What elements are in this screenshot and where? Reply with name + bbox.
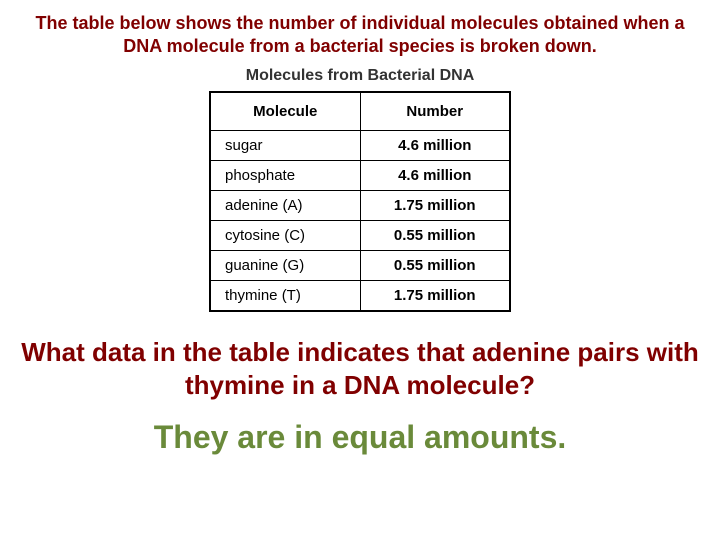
cell-molecule: sugar [210,131,360,161]
cell-number: 0.55 million [360,251,510,281]
table-row: sugar 4.6 million [210,131,510,161]
cell-molecule: cytosine (C) [210,221,360,251]
question-text: What data in the table indicates that ad… [20,336,700,401]
cell-number: 4.6 million [360,161,510,191]
cell-number: 0.55 million [360,221,510,251]
answer-text: They are in equal amounts. [154,419,567,456]
cell-molecule: adenine (A) [210,191,360,221]
table-row: phosphate 4.6 million [210,161,510,191]
intro-text: The table below shows the number of indi… [20,12,700,57]
molecules-table: Molecule Number sugar 4.6 million phosph… [209,91,511,312]
table-row: thymine (T) 1.75 million [210,281,510,312]
col-header-molecule: Molecule [210,92,360,131]
cell-number: 1.75 million [360,191,510,221]
cell-molecule: thymine (T) [210,281,360,312]
cell-molecule: guanine (G) [210,251,360,281]
table-container: Molecule Number sugar 4.6 million phosph… [209,91,511,312]
cell-number: 4.6 million [360,131,510,161]
col-header-number: Number [360,92,510,131]
table-row: cytosine (C) 0.55 million [210,221,510,251]
table-row: adenine (A) 1.75 million [210,191,510,221]
table-header-row: Molecule Number [210,92,510,131]
table-row: guanine (G) 0.55 million [210,251,510,281]
table-title: Molecules from Bacterial DNA [246,67,475,85]
cell-number: 1.75 million [360,281,510,312]
cell-molecule: phosphate [210,161,360,191]
